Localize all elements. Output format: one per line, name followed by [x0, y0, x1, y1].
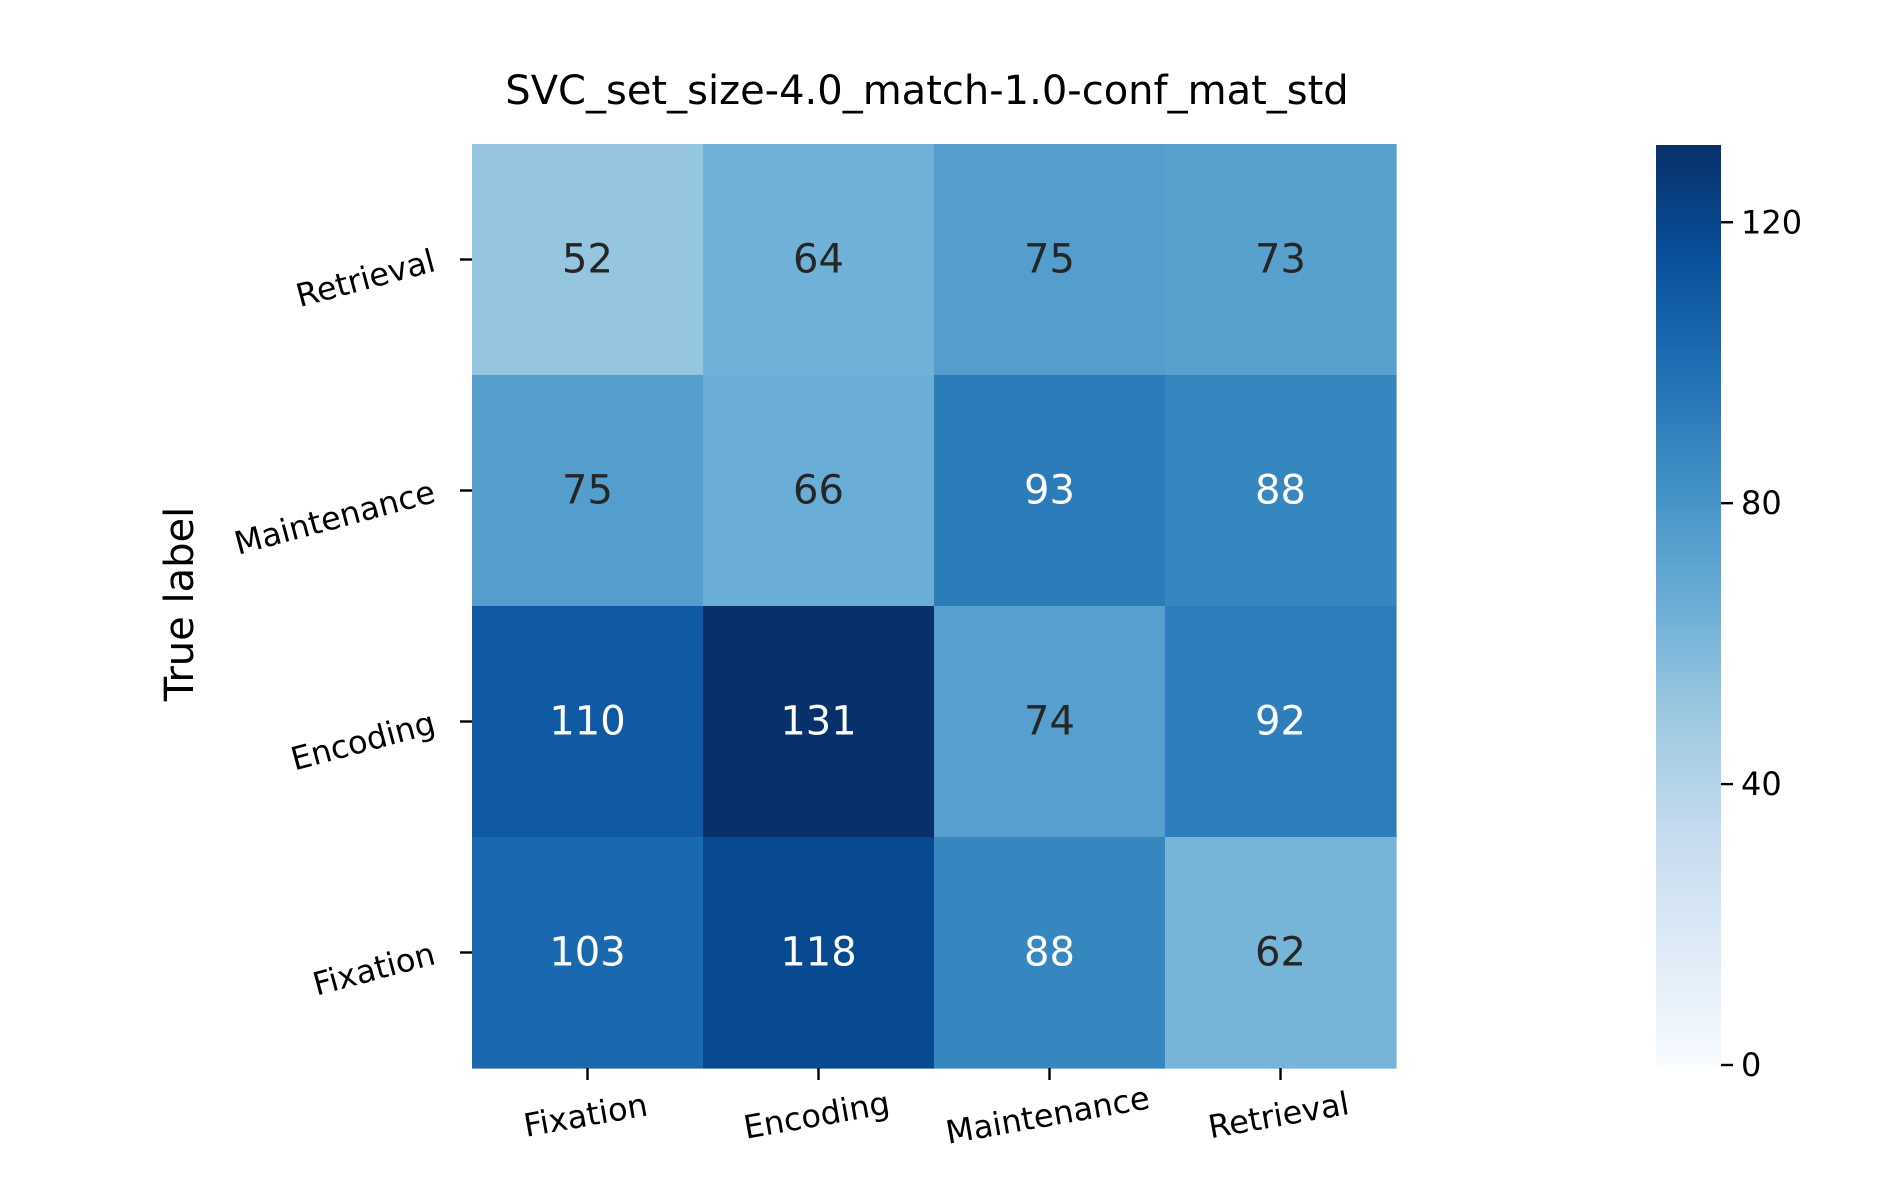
heatmap-cell — [703, 606, 935, 838]
heatmap-cell — [472, 837, 704, 1069]
heatmap-cell — [934, 606, 1166, 838]
cell-value-label: 75 — [562, 468, 613, 514]
y-tick-label-fixation: Fixation — [309, 935, 439, 1004]
heatmap-cell — [1165, 837, 1397, 1069]
cell-value-label: 74 — [1024, 699, 1075, 745]
colorbar-tick-label: 120 — [1741, 203, 1802, 241]
colorbar-ticks: 0 40 80 120 — [1721, 203, 1802, 1084]
cell-value-label: 131 — [780, 699, 856, 745]
cell-value-label: 92 — [1255, 699, 1306, 745]
heatmap-cells — [472, 144, 1397, 1069]
y-axis-label: True label — [157, 507, 203, 702]
cell-value-label: 110 — [549, 699, 625, 745]
colorbar — [1656, 145, 1721, 1065]
heatmap-cell — [472, 375, 704, 607]
x-tick-label-encoding: Encoding — [741, 1084, 893, 1147]
cell-value-label: 66 — [793, 468, 844, 514]
heatmap-cell — [934, 144, 1166, 376]
x-tick-label-retrieval: Retrieval — [1205, 1084, 1352, 1146]
x-axis-ticks: Fixation Encoding Maintenance Retrieval — [521, 1068, 1352, 1152]
heatmap-cell — [703, 375, 935, 607]
cell-value-label: 88 — [1024, 930, 1075, 976]
y-tick-label-encoding: Encoding — [287, 704, 439, 779]
heatmap-cell — [934, 375, 1166, 607]
cell-value-label: 88 — [1255, 468, 1306, 514]
cell-value-label: 64 — [793, 237, 844, 283]
heatmap-cell — [472, 606, 704, 838]
heatmap-cell — [703, 144, 935, 376]
y-axis-ticks: Retrieval Maintenance Encoding Fixation — [230, 242, 472, 1004]
y-tick-label-maintenance: Maintenance — [230, 473, 439, 563]
colorbar-tick-label: 40 — [1741, 765, 1782, 803]
cell-value-label: 73 — [1255, 237, 1306, 283]
x-tick-label-maintenance: Maintenance — [943, 1079, 1153, 1152]
cell-value-label: 62 — [1255, 930, 1306, 976]
y-tick-label-retrieval: Retrieval — [292, 242, 439, 316]
heatmap-annotations: 52 64 75 73 75 66 93 88 110 131 74 92 103 118 88 62 — [549, 237, 1306, 976]
heatmap-cell — [1165, 144, 1397, 376]
colorbar-tick-label: 80 — [1741, 484, 1782, 522]
x-tick-label-fixation: Fixation — [521, 1086, 651, 1145]
colorbar-tick-label: 0 — [1741, 1046, 1761, 1084]
cell-value-label: 103 — [549, 930, 625, 976]
cell-value-label: 52 — [562, 237, 613, 283]
heatmap-cell — [1165, 375, 1397, 607]
chart-title: SVC_set_size-4.0_match-1.0-conf_mat_std — [505, 68, 1348, 114]
heatmap-cell — [472, 144, 704, 376]
heatmap-cell — [934, 837, 1166, 1069]
heatmap-cell — [1165, 606, 1397, 838]
cell-value-label: 93 — [1024, 468, 1075, 514]
cell-value-label: 118 — [780, 930, 856, 976]
cell-value-label: 75 — [1024, 237, 1075, 283]
heatmap-cell — [703, 837, 935, 1069]
